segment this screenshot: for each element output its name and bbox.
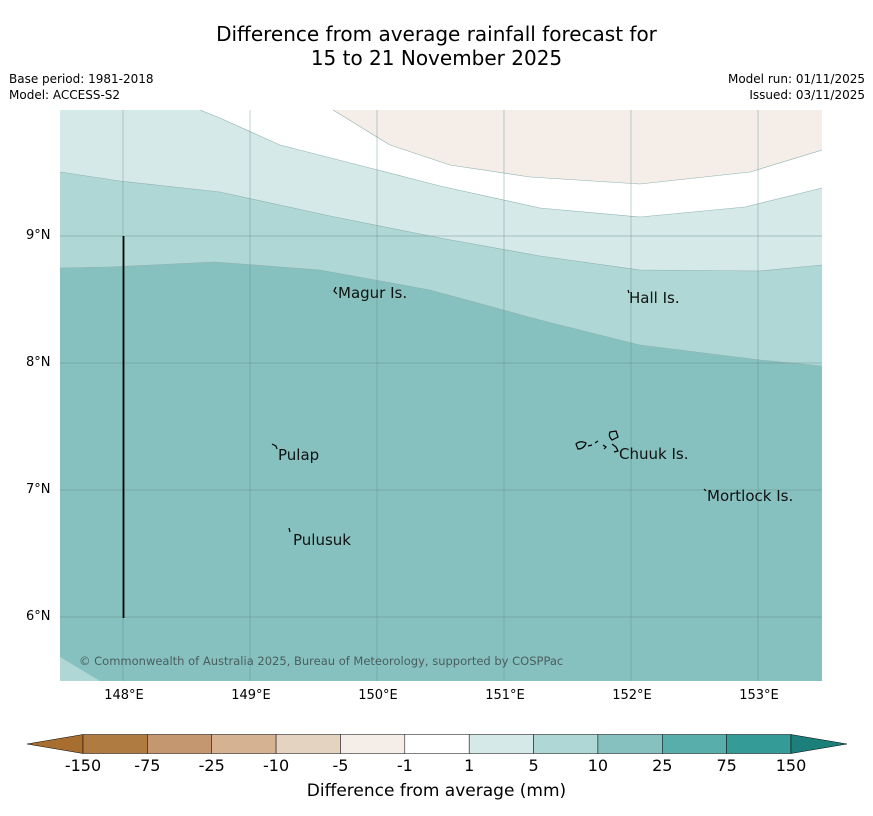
colorbar-box bbox=[275, 734, 341, 754]
colorbar-tick-label: 25 bbox=[652, 756, 673, 775]
colorbar-tick-label: -1 bbox=[396, 756, 413, 775]
info-left: Base period: 1981-2018 Model: ACCESS-S2 bbox=[9, 71, 154, 103]
colorbar-box bbox=[404, 734, 470, 754]
colorbar-box bbox=[147, 734, 212, 754]
lon-label-153e: 153°E bbox=[739, 688, 779, 703]
island-pulap bbox=[271, 443, 278, 450]
title-line-1: Difference from average rainfall forecas… bbox=[216, 22, 657, 46]
colorbar-tick-label: -10 bbox=[263, 756, 290, 775]
lat-label-9n: 9°N bbox=[26, 228, 51, 243]
island-outlines bbox=[271, 286, 707, 533]
colorbar-tick-label: -150 bbox=[64, 756, 102, 775]
colorbar-tick-label: 1 bbox=[464, 756, 475, 775]
rainfall-contours bbox=[60, 110, 822, 681]
lat-label-6n: 6°N bbox=[26, 609, 51, 624]
island-hall bbox=[627, 289, 630, 294]
colorbar-tick-label: 150 bbox=[775, 756, 807, 775]
model-run-text: Model run: 01/11/2025 bbox=[727, 72, 865, 86]
colorbar-right-arrow bbox=[790, 734, 848, 754]
colorbar-box bbox=[211, 734, 277, 754]
place-pulap: Pulap bbox=[278, 446, 319, 464]
colorbar-tick-label: 75 bbox=[716, 756, 737, 775]
island-mortlock bbox=[703, 488, 707, 492]
place-magur: Magur Is. bbox=[338, 284, 407, 302]
island-magur bbox=[333, 286, 338, 295]
colorbar-box bbox=[662, 734, 727, 754]
colorbar-tick-label: 10 bbox=[587, 756, 609, 775]
base-period-text: Base period: 1981-2018 bbox=[9, 72, 154, 86]
colorbar-boxes bbox=[82, 734, 792, 754]
colorbar bbox=[26, 734, 848, 754]
place-pulusuk: Pulusuk bbox=[293, 531, 351, 549]
title-line-2: 15 to 21 November 2025 bbox=[310, 46, 563, 70]
contour-edges bbox=[60, 110, 822, 367]
colorbar-tick-label: 5 bbox=[528, 756, 539, 775]
lon-label-148e: 148°E bbox=[104, 688, 144, 703]
map-title: Difference from average rainfall forecas… bbox=[0, 22, 873, 70]
colorbar-label: Difference from average (mm) bbox=[306, 781, 567, 801]
lon-label-150e: 150°E bbox=[358, 688, 398, 703]
place-chuuk: Chuuk Is. bbox=[619, 445, 688, 463]
island-pulusuk bbox=[288, 527, 291, 533]
colorbar-box bbox=[340, 734, 406, 754]
colorbar-box bbox=[82, 734, 148, 754]
lon-label-151e: 151°E bbox=[485, 688, 525, 703]
colorbar-tick-label: -75 bbox=[134, 756, 161, 775]
place-mortlock: Mortlock Is. bbox=[707, 487, 793, 505]
colorbar-tick-label: -5 bbox=[332, 756, 349, 775]
colorbar-box bbox=[468, 734, 534, 754]
place-hall: Hall Is. bbox=[629, 289, 680, 307]
issued-text: Issued: 03/11/2025 bbox=[749, 88, 865, 102]
contour-10-to-25 bbox=[60, 262, 822, 681]
lat-label-8n: 8°N bbox=[26, 355, 51, 370]
lat-label-7n: 7°N bbox=[26, 482, 51, 497]
colorbar-box bbox=[597, 734, 663, 754]
island-chuuk bbox=[575, 430, 619, 453]
info-right: Model run: 01/11/2025 Issued: 03/11/2025 bbox=[728, 71, 865, 103]
contour-bottom-left-patch bbox=[60, 657, 100, 681]
model-text: Model: ACCESS-S2 bbox=[9, 88, 121, 102]
colorbar-tick-label: -25 bbox=[198, 756, 225, 775]
copyright-text: © Commonwealth of Australia 2025, Bureau… bbox=[79, 654, 563, 668]
colorbar-box bbox=[726, 734, 792, 754]
lon-label-149e: 149°E bbox=[231, 688, 271, 703]
lon-label-152e: 152°E bbox=[612, 688, 652, 703]
colorbar-left-arrow bbox=[26, 734, 84, 754]
colorbar-box bbox=[533, 734, 599, 754]
